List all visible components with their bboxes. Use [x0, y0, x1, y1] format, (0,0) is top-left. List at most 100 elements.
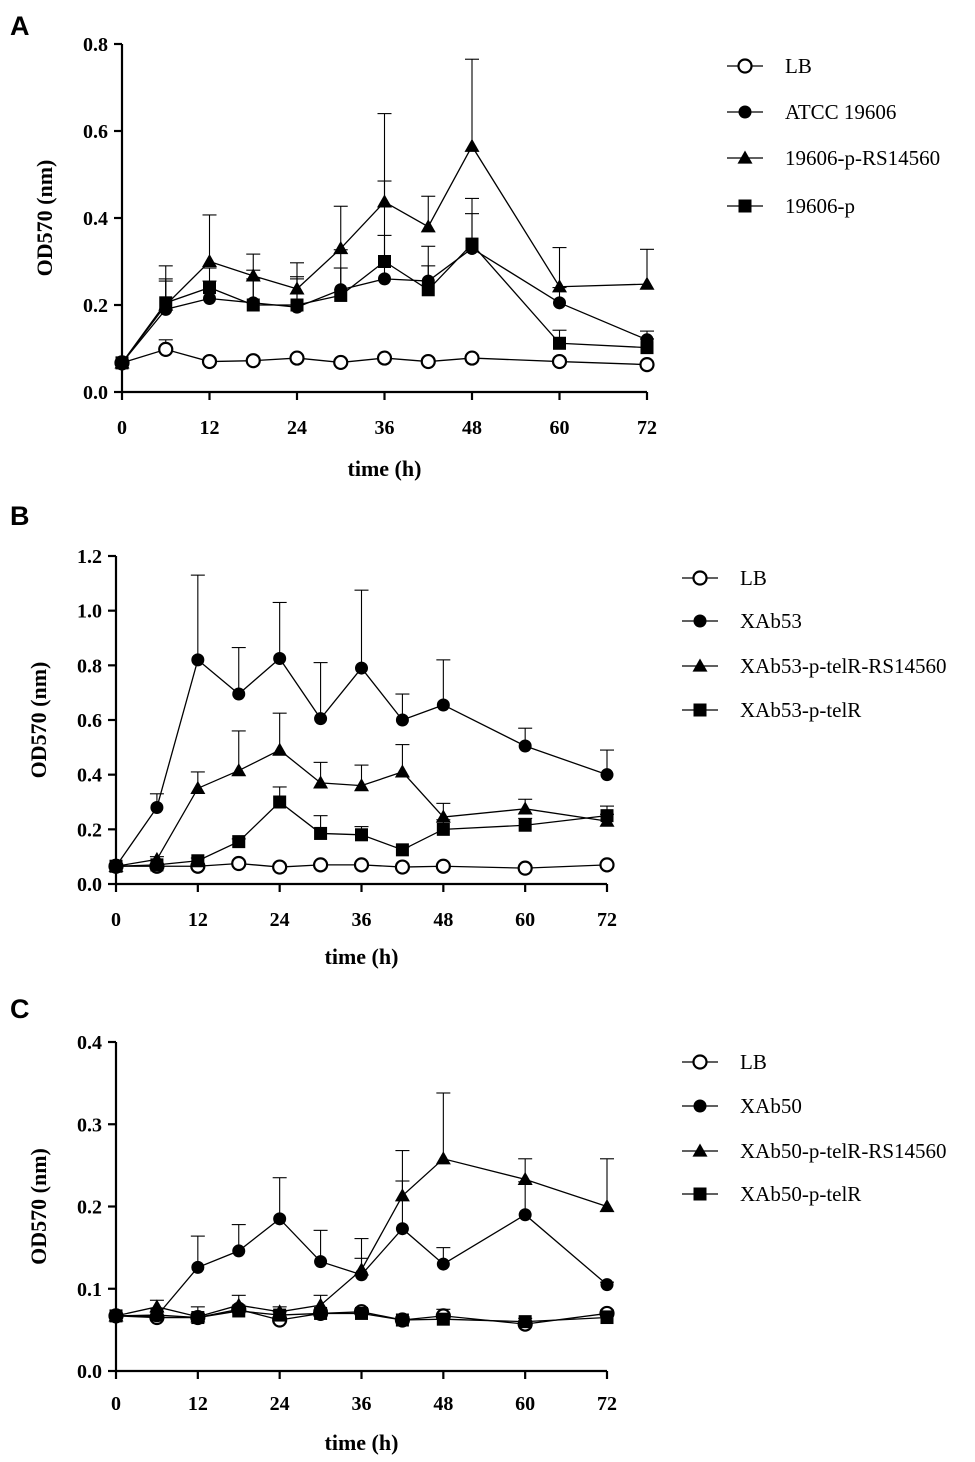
x-tick-label: 72 — [637, 417, 657, 439]
x-tick-label: 24 — [287, 417, 307, 439]
data-point — [273, 1308, 287, 1322]
data-point — [599, 1199, 615, 1213]
data-point — [435, 858, 451, 874]
legend-marker — [692, 570, 708, 586]
data-point — [109, 859, 123, 873]
data-point — [354, 778, 369, 792]
data-point — [202, 254, 217, 268]
data-point — [191, 1311, 205, 1325]
x-tick-label: 36 — [375, 417, 395, 439]
y-tick-label: 0.8 — [83, 34, 108, 56]
legend-marker — [693, 703, 707, 717]
data-point — [378, 272, 391, 286]
data-point — [232, 687, 246, 701]
legend-label: XAb53-p-telR — [740, 698, 861, 722]
data-point — [436, 1257, 450, 1271]
x-tick-label: 0 — [111, 909, 121, 931]
x-tick-label: 60 — [515, 909, 535, 931]
y-tick-label: 0.6 — [83, 121, 108, 143]
legend-item: XAb50-p-telR-RS14560 — [682, 1139, 947, 1163]
y-tick-label: 0.2 — [77, 819, 102, 841]
legend-label: 19606-p-RS14560 — [785, 146, 940, 170]
y-tick-label: 0.3 — [77, 1114, 102, 1136]
legend-label: XAb53 — [740, 609, 802, 633]
data-point — [394, 1188, 410, 1202]
data-point — [436, 698, 450, 712]
data-point — [273, 652, 287, 665]
data-point — [436, 822, 450, 836]
y-tick-label: 0.0 — [77, 1361, 102, 1383]
panel-letter: A — [10, 11, 30, 41]
data-point — [289, 350, 305, 366]
x-tick-label: 72 — [597, 909, 617, 931]
data-point — [232, 1304, 246, 1318]
data-point — [600, 1311, 614, 1325]
legend-marker — [693, 1187, 707, 1201]
x-tick-label: 12 — [200, 417, 220, 439]
legend-label: LB — [785, 54, 812, 78]
legend-item: XAb50-p-telR — [682, 1182, 861, 1206]
data-point — [640, 341, 654, 355]
y-tick-label: 0.0 — [77, 874, 102, 896]
x-tick-label: 48 — [433, 1393, 453, 1415]
x-tick-label: 0 — [117, 417, 127, 439]
series-2 — [109, 574, 614, 873]
legend-label: XAb50-p-telR-RS14560 — [740, 1139, 947, 1163]
legend-label: LB — [740, 566, 767, 590]
series-2 — [109, 1177, 614, 1323]
data-point — [109, 1309, 123, 1323]
y-tick-label: 0.8 — [77, 655, 102, 677]
data-point — [191, 1260, 205, 1274]
data-point — [355, 1306, 368, 1320]
series-3 — [108, 1092, 615, 1323]
data-point — [518, 1315, 532, 1329]
legend-label: LB — [740, 1050, 767, 1074]
data-point — [553, 336, 566, 350]
legend-item: 19606-p-RS14560 — [727, 146, 940, 170]
data-point — [203, 291, 216, 305]
data-point — [600, 809, 614, 823]
data-point — [420, 353, 436, 370]
x-tick-label: 24 — [270, 1393, 290, 1415]
legend-item: LB — [727, 54, 812, 78]
panel-b: B 0.0 0.2 0.4 0.6 0.8 1.0 1.2 0 12 24 36 48 60 72 time … — [10, 501, 947, 969]
data-point — [314, 1255, 328, 1269]
series-4 — [109, 1304, 614, 1329]
data-point — [150, 1308, 164, 1322]
data-point — [231, 763, 247, 777]
x-tick-label: 0 — [111, 1393, 121, 1415]
data-point — [150, 800, 164, 814]
data-point — [245, 353, 261, 369]
data-point — [159, 296, 173, 310]
data-point — [334, 288, 348, 302]
data-point — [599, 857, 615, 873]
legend-label: ATCC 19606 — [785, 100, 896, 124]
x-tick-label: 48 — [462, 417, 482, 439]
legend-label: XAb50-p-telR — [740, 1182, 861, 1206]
legend-label: 19606-p — [785, 194, 855, 218]
legend-marker — [738, 199, 752, 213]
data-point — [158, 341, 174, 357]
x-tick-label: 72 — [597, 1393, 617, 1415]
data-point — [517, 801, 533, 815]
data-point — [395, 713, 409, 727]
series-3 — [108, 712, 615, 872]
x-tick-label: 36 — [352, 909, 372, 931]
y-tick-label: 0.2 — [77, 1197, 102, 1219]
x-axis-title: time (h) — [325, 1430, 399, 1455]
x-axis-title: time (h) — [348, 456, 422, 481]
data-point — [190, 780, 206, 794]
y-tick-label: 0.2 — [83, 295, 108, 317]
data-point — [191, 854, 205, 868]
series-line — [115, 1158, 608, 1318]
data-point — [395, 1222, 409, 1236]
panel-c: C 0.0 0.1 0.2 0.3 0.4 0 12 24 36 48 60 72 time (h) OD5… — [10, 994, 947, 1455]
data-point — [312, 857, 329, 873]
data-point — [273, 1212, 287, 1226]
data-point — [395, 843, 409, 857]
series-4 — [115, 180, 654, 370]
data-point — [517, 1171, 533, 1185]
y-tick-label: 0.6 — [77, 710, 102, 732]
legend-item: LB — [682, 566, 767, 590]
y-axis-title: OD570 (nm) — [32, 160, 57, 277]
